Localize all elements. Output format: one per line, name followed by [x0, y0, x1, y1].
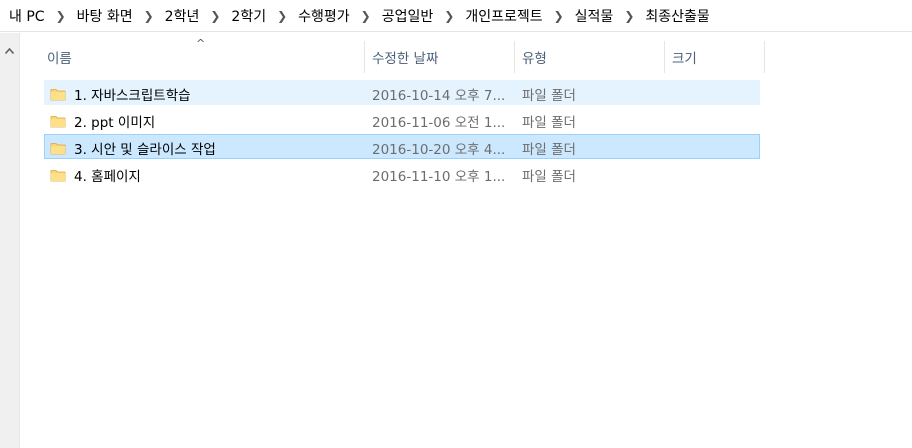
breadcrumb-item-performance[interactable]: 수행평가	[298, 8, 350, 25]
list-item-date: 2016-11-10 오후 1...	[372, 168, 506, 185]
list-item-type: 파일 폴더	[522, 168, 576, 185]
chevron-right-icon[interactable]: ❯	[360, 8, 371, 23]
column-header-name-label: 이름	[47, 51, 72, 67]
list-item-type: 파일 폴더	[522, 87, 576, 104]
breadcrumb-item-results[interactable]: 실적물	[574, 8, 614, 25]
list-item-date: 2016-10-20 오후 4...	[372, 141, 506, 158]
list-item-name-cell: 2. ppt 이미지	[50, 108, 360, 133]
column-header-date-label: 수정한 날짜	[372, 51, 439, 67]
list-item[interactable]: 3. 시안 및 슬라이스 작업 2016-10-20 오후 4... 파일 폴더	[44, 134, 760, 159]
file-list: ^ 이름 수정한 날짜 유형 크기 1. 자바스크립트학습 2016-10-14…	[20, 33, 912, 448]
breadcrumb-item-final[interactable]: 최종산출물	[645, 8, 710, 25]
folder-icon	[50, 142, 66, 154]
folder-icon	[50, 169, 66, 181]
breadcrumb-item-grade2[interactable]: 2학년	[164, 8, 200, 25]
chevron-right-icon[interactable]: ❯	[277, 8, 288, 23]
breadcrumb-item-semester2[interactable]: 2학기	[231, 8, 267, 25]
list-item-type: 파일 폴더	[522, 141, 576, 158]
chevron-right-icon[interactable]: ❯	[143, 8, 154, 23]
list-item-name: 4. 홈페이지	[74, 168, 141, 185]
chevron-right-icon[interactable]: ❯	[553, 8, 564, 23]
list-item-name-cell: 3. 시안 및 슬라이스 작업	[50, 135, 360, 160]
chevron-right-icon[interactable]: ❯	[624, 8, 635, 23]
list-item[interactable]: 4. 홈페이지 2016-11-10 오후 1... 파일 폴더	[44, 161, 760, 186]
column-header-row: ^ 이름 수정한 날짜 유형 크기	[20, 37, 765, 73]
list-item-name: 2. ppt 이미지	[74, 114, 156, 131]
breadcrumb-item-industry[interactable]: 공업일반	[381, 8, 434, 25]
breadcrumb-item-project[interactable]: 개인프로젝트	[465, 8, 543, 25]
list-item[interactable]: 2. ppt 이미지 2016-11-06 오전 1... 파일 폴더	[44, 107, 760, 132]
folder-icon	[50, 88, 66, 100]
folder-icon	[50, 115, 66, 127]
list-item-name: 1. 자바스크립트학습	[74, 87, 191, 104]
breadcrumb-item-desktop[interactable]: 바탕 화면	[76, 8, 133, 25]
chevron-right-icon[interactable]: ❯	[55, 8, 66, 23]
list-item-date: 2016-11-06 오전 1...	[372, 114, 506, 131]
column-header-name[interactable]: 이름	[40, 41, 365, 73]
list-item-type: 파일 폴더	[522, 114, 576, 131]
column-header-type[interactable]: 유형	[515, 41, 665, 73]
chevron-right-icon[interactable]: ❯	[210, 8, 221, 23]
list-item-name-cell: 1. 자바스크립트학습	[50, 81, 360, 106]
breadcrumb-item-this-pc[interactable]: 내 PC	[9, 8, 45, 25]
list-item-name: 3. 시안 및 슬라이스 작업	[74, 141, 216, 158]
scroll-up-arrow-icon[interactable]	[0, 43, 19, 59]
column-header-size-label: 크기	[672, 51, 697, 67]
list-item-date: 2016-10-14 오후 7...	[372, 87, 506, 104]
column-header-type-label: 유형	[522, 51, 547, 67]
breadcrumb: 내 PC ❯ 바탕 화면 ❯ 2학년 ❯ 2학기 ❯ 수행평가 ❯ 공업일반 ❯…	[0, 0, 912, 32]
list-item-name-cell: 4. 홈페이지	[50, 162, 360, 187]
chevron-right-icon[interactable]: ❯	[444, 8, 455, 23]
column-header-size[interactable]: 크기	[665, 41, 765, 73]
list-item[interactable]: 1. 자바스크립트학습 2016-10-14 오후 7... 파일 폴더	[44, 80, 760, 105]
column-header-date[interactable]: 수정한 날짜	[365, 41, 515, 73]
navigation-pane-scrollbar[interactable]	[0, 33, 20, 448]
sort-ascending-icon: ^	[196, 37, 206, 50]
